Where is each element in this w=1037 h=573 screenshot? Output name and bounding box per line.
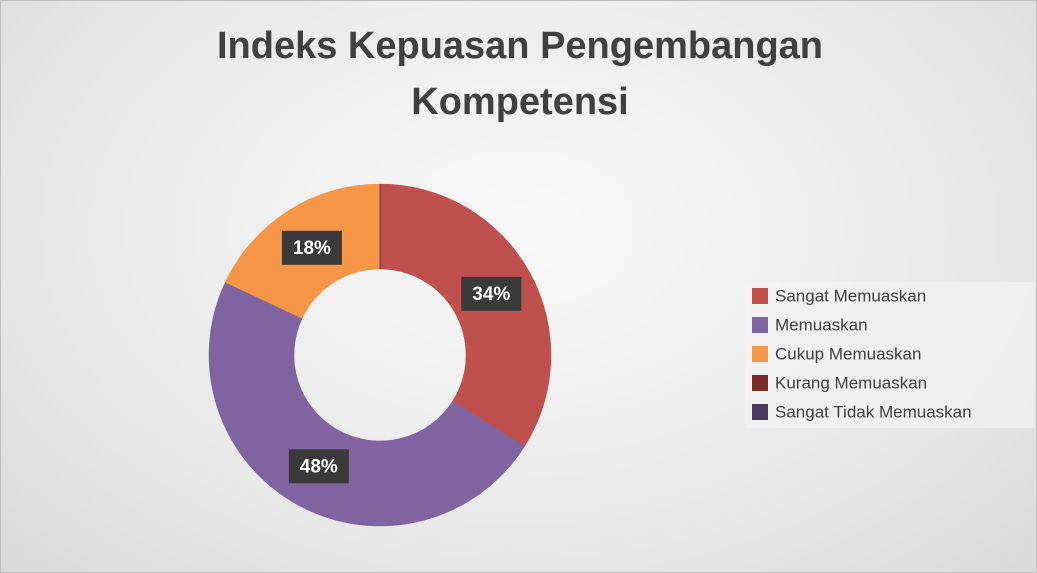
legend-box [745, 282, 1035, 428]
data-label-box [288, 449, 349, 484]
legend-label: Sangat Tidak Memuaskan [775, 402, 972, 421]
legend-swatch [752, 288, 768, 304]
data-label: 18% [293, 238, 331, 259]
data-label-box [281, 230, 342, 265]
data-label: 34% [472, 284, 510, 305]
legend-swatch [752, 317, 768, 333]
legend-swatch [752, 404, 768, 420]
data-label-box [461, 276, 522, 311]
legend-label: Kurang Memuaskan [775, 373, 927, 392]
data-label: 48% [300, 456, 338, 477]
legend-label: Sangat Memuaskan [775, 286, 926, 305]
legend-swatch [752, 346, 768, 362]
legend-label: Cukup Memuaskan [775, 344, 921, 363]
legend-label: Memuaskan [775, 315, 868, 334]
donut-segment [379, 183, 552, 447]
legend-swatch [752, 375, 768, 391]
chart-title: Indeks Kepuasan Pengembangan Kompetensi [216, 25, 824, 123]
